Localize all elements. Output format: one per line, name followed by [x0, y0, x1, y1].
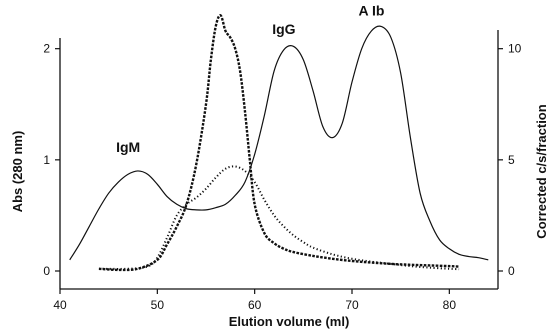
- y-axis-label: Abs (280 nm): [10, 131, 25, 213]
- y-right-tick-label: 10: [508, 42, 522, 56]
- peak-annotation: IgM: [116, 139, 140, 155]
- x-tick-label: 60: [248, 298, 262, 312]
- x-tick-label: 40: [53, 298, 67, 312]
- peak-annotation: A Ib: [359, 2, 385, 18]
- x-tick-label: 80: [443, 298, 457, 312]
- chart-labels: Elution volume (ml) Abs (280 nm) Correct…: [10, 104, 549, 329]
- y-tick-label: 2: [43, 42, 50, 56]
- x-tick-label: 50: [151, 298, 165, 312]
- series-line-solid: [69, 25, 489, 261]
- series-line-dashed: [98, 14, 460, 272]
- x-axis-label: Elution volume (ml): [229, 314, 350, 329]
- chart-annotations: IgM IgG A Ib: [116, 2, 384, 155]
- chart-axes: 40 50 60 70 80 0 1 2 0 5 10: [43, 30, 522, 312]
- chart-series: [69, 14, 489, 272]
- y-tick-label: 0: [43, 264, 50, 278]
- y-axis-right-label: Corrected c/s/fraction: [534, 104, 549, 238]
- y-tick-label: 1: [43, 153, 50, 167]
- x-tick-label: 70: [345, 298, 359, 312]
- y-right-tick-label: 0: [508, 264, 515, 278]
- y-right-tick-label: 5: [508, 153, 515, 167]
- peak-annotation: IgG: [272, 21, 295, 37]
- series-line-dotted: [98, 165, 460, 271]
